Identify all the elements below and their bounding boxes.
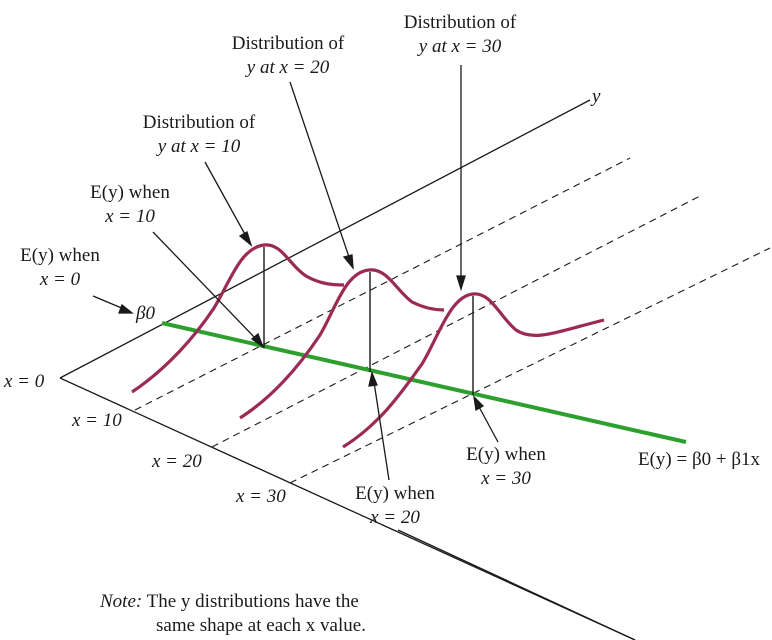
arrowhead-dist-x10: [238, 231, 253, 247]
arrow-ey-x20: [373, 381, 390, 481]
note-prefix: Note:: [100, 591, 143, 612]
arrow-ey-x10: [152, 231, 258, 341]
label-distribution-x30: Distribution of y at x = 30: [403, 12, 517, 57]
label-x0: x = 0: [4, 371, 45, 392]
arrow-dist-x20: [289, 81, 351, 261]
label-regression-equation: E(y) = β0 + β1x: [638, 449, 761, 470]
distribution-curve-x30: [342, 292, 605, 449]
arrow-dist-x10: [204, 161, 248, 239]
label-beta0: β0: [136, 303, 155, 324]
distribution-curve-x20: [239, 268, 445, 420]
dashed-guide-x30: [289, 247, 771, 484]
y-axis-line: [59, 99, 591, 379]
distribution-curve-x10: [131, 243, 345, 394]
label-ey-x20: E(y) when x = 20: [355, 483, 435, 528]
arrowhead-ey-x20: [368, 370, 378, 387]
note-line-2: same shape at each x value.: [156, 615, 366, 636]
arrowhead-dist-x20: [342, 254, 354, 271]
regression-line: [161, 321, 687, 444]
label-x20: x = 20: [152, 451, 202, 472]
dashed-guide-x20: [211, 195, 701, 448]
dashed-guide-x10: [134, 157, 631, 411]
label-y-axis: y: [592, 86, 601, 107]
arrow-ey-x0: [92, 295, 125, 310]
label-ey-x10: E(y) when x = 10: [90, 182, 170, 227]
arrow-ey-x30: [477, 404, 499, 443]
label-x30: x = 30: [236, 486, 286, 507]
note-line-1: Note: The y distributions have the: [100, 590, 359, 614]
x-axis-line: [59, 377, 636, 640]
arrowhead-ey-x10: [250, 332, 265, 349]
label-distribution-x10: Distribution of y at x = 10: [142, 112, 256, 157]
label-ey-x0: E(y) when x = 0: [20, 245, 100, 290]
arrowhead-ey-x30: [473, 395, 485, 412]
note-text-1: The y distributions have the: [146, 591, 359, 612]
label-distribution-x20: Distribution of y at x = 20: [231, 33, 345, 78]
x20-leader-line: [397, 529, 636, 640]
arrowhead-dist-x30: [456, 275, 466, 292]
label-x10: x = 10: [72, 410, 122, 431]
label-ey-x30: E(y) when x = 30: [466, 444, 546, 489]
arrowhead-ey-x0: [118, 303, 134, 314]
